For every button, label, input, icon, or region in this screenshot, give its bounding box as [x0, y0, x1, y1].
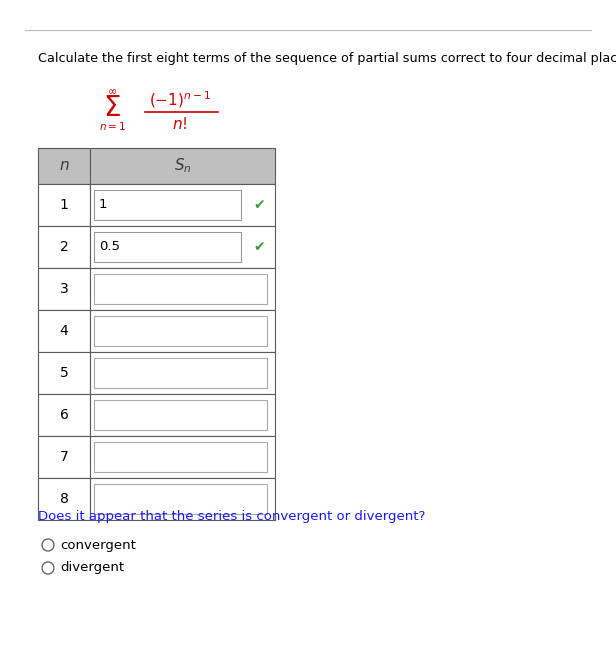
Text: convergent: convergent [60, 538, 136, 552]
Text: 8: 8 [60, 492, 68, 506]
Bar [38, 436, 90, 478]
Bar [94, 484, 267, 514]
Text: $\mathit{n}$: $\mathit{n}$ [59, 159, 70, 173]
Text: 5: 5 [60, 366, 68, 380]
Bar [94, 232, 241, 262]
Text: Does it appear that the series is convergent or divergent?: Does it appear that the series is conver… [38, 510, 426, 523]
Bar [38, 478, 90, 520]
Bar [90, 478, 275, 520]
Text: $\infty$: $\infty$ [107, 86, 117, 96]
Text: divergent: divergent [60, 562, 124, 574]
Bar [90, 310, 275, 352]
Bar [90, 436, 275, 478]
Bar [94, 190, 241, 220]
Bar [90, 394, 275, 436]
Bar [90, 184, 275, 226]
Text: Calculate the first eight terms of the sequence of partial sums correct to four : Calculate the first eight terms of the s… [38, 52, 616, 65]
Bar [38, 148, 90, 184]
Bar [94, 442, 267, 472]
Text: ✔: ✔ [253, 198, 265, 212]
Text: $(-1)^{n-1}$: $(-1)^{n-1}$ [149, 89, 211, 110]
Text: 1: 1 [60, 198, 68, 212]
Text: 6: 6 [60, 408, 68, 422]
Text: 1: 1 [99, 199, 108, 211]
Text: $n!$: $n!$ [172, 116, 188, 132]
Text: 2: 2 [60, 240, 68, 254]
Bar [90, 268, 275, 310]
Bar [38, 268, 90, 310]
Bar [38, 394, 90, 436]
Bar [38, 310, 90, 352]
Text: 3: 3 [60, 282, 68, 296]
Text: $\mathit{S}_{\mathit{n}}$: $\mathit{S}_{\mathit{n}}$ [174, 157, 192, 175]
Bar [94, 316, 267, 346]
Bar [38, 352, 90, 394]
Bar [90, 226, 275, 268]
Text: 4: 4 [60, 324, 68, 338]
Bar [94, 274, 267, 304]
Text: $n = 1$: $n = 1$ [99, 120, 126, 132]
Bar [94, 400, 267, 430]
Bar [90, 352, 275, 394]
Text: 0.5: 0.5 [99, 241, 120, 253]
Bar [38, 184, 90, 226]
Bar [90, 148, 275, 184]
Text: ✔: ✔ [253, 240, 265, 254]
Bar [38, 226, 90, 268]
Text: 7: 7 [60, 450, 68, 464]
Text: $\Sigma$: $\Sigma$ [103, 94, 121, 122]
Bar [94, 358, 267, 388]
